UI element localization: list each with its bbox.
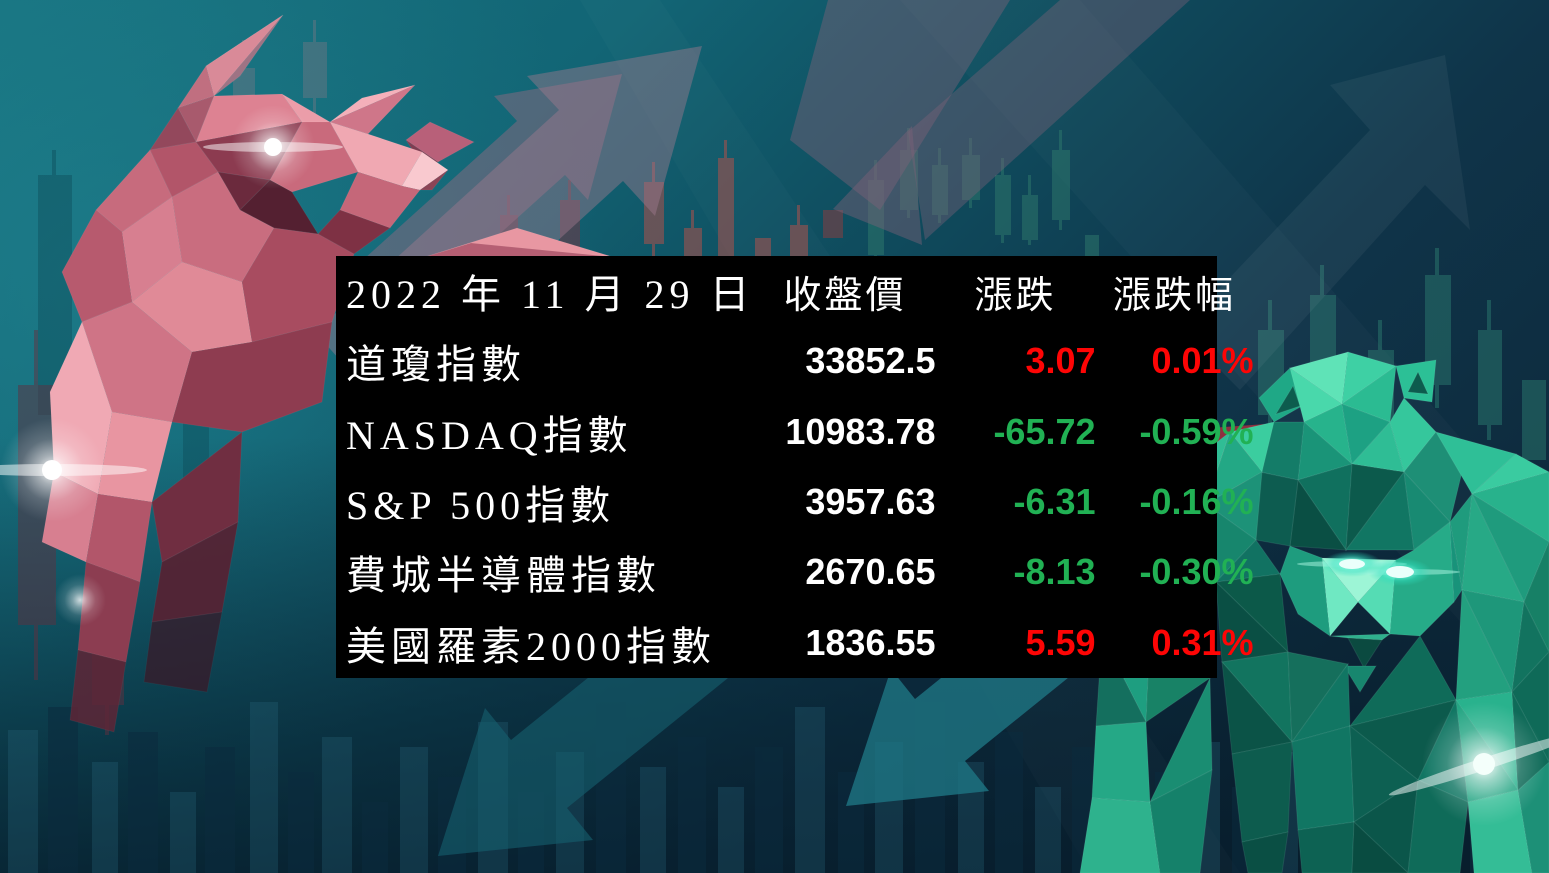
candlestick-decoration-topcenter: [868, 128, 1099, 260]
change-value: -6.31: [1013, 481, 1096, 523]
close-value: 2670.65: [805, 551, 936, 593]
index-name: 美國羅素2000指數: [346, 623, 716, 669]
close-value: 1836.55: [805, 621, 936, 663]
lens-flare-bear-arm: [1388, 702, 1549, 826]
column-header-change-pct: 漲跌幅: [1113, 274, 1237, 317]
column-header-change: 漲跌: [974, 274, 1057, 317]
table-row: 道瓊指數 33852.5 3.07 0.01%: [336, 326, 1266, 396]
table-row: 費城半導體指數 2670.65 -8.13 -0.30%: [336, 537, 1266, 607]
close-value: 10983.78: [785, 410, 936, 452]
change-pct-value: -0.59%: [1139, 410, 1254, 452]
change-value: 5.59: [1025, 621, 1096, 663]
table-row: 美國羅素2000指數 1836.55 5.59 0.31%: [336, 608, 1266, 678]
change-value: -8.13: [1013, 551, 1096, 593]
candlestick-decoration-topleft: [233, 20, 327, 140]
date-label: 2022 年 11 月 29 日: [346, 272, 755, 318]
index-name: NASDAQ指數: [346, 412, 633, 458]
lens-flare-bull-leg: [0, 418, 147, 626]
close-value: 3957.63: [805, 481, 936, 523]
close-value: 33852.5: [805, 340, 936, 382]
index-name: 道瓊指數: [346, 342, 526, 388]
column-header-close: 收盤價: [783, 274, 907, 317]
index-quote-table: 2022 年 11 月 29 日 收盤價 漲跌 漲跌幅 道瓊指數 33852.5…: [336, 256, 1254, 678]
change-pct-value: -0.30%: [1139, 551, 1254, 593]
change-pct-value: -0.16%: [1139, 481, 1254, 523]
table-row: NASDAQ指數 10983.78 -65.72 -0.59%: [336, 397, 1266, 467]
bear-eye-glow: [1297, 551, 1460, 586]
change-pct-value: 0.31%: [1151, 621, 1254, 663]
change-value: 3.07: [1025, 340, 1096, 382]
change-value: -65.72: [993, 410, 1096, 452]
change-pct-value: 0.01%: [1151, 340, 1254, 382]
index-name: 費城半導體指數: [346, 553, 661, 599]
table-header-row: 2022 年 11 月 29 日 收盤價 漲跌 漲跌幅: [336, 256, 1266, 326]
index-name: S&P 500指數: [346, 483, 616, 529]
table-row: S&P 500指數 3957.63 -6.31 -0.16%: [336, 467, 1266, 537]
bull-eye-glow: [203, 105, 343, 189]
